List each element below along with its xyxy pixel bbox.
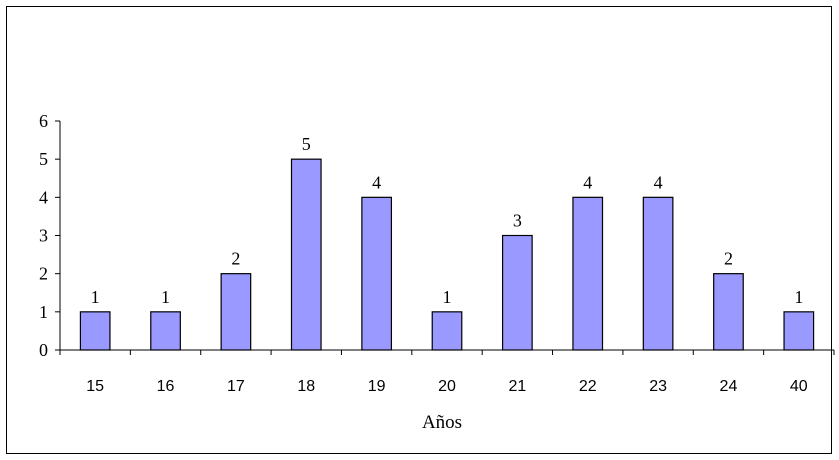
x-tick-label: 23 <box>649 378 667 395</box>
bar-data-label: 3 <box>513 211 522 231</box>
x-tick-label: 21 <box>508 378 526 395</box>
y-tick-label: 2 <box>39 264 48 284</box>
bar <box>572 196 604 351</box>
y-tick-label: 0 <box>39 340 48 360</box>
bar <box>713 273 744 351</box>
bar-data-label: 1 <box>161 287 170 307</box>
bar-data-label: 1 <box>443 287 452 307</box>
x-tick-label: 17 <box>227 378 245 395</box>
x-tick-label: 16 <box>157 378 175 395</box>
bar <box>150 311 181 351</box>
bars <box>79 158 815 351</box>
y-axis: 0 1 2 3 4 5 6 <box>39 111 61 360</box>
y-tick-label: 6 <box>39 111 48 131</box>
y-tick-label: 3 <box>39 226 48 246</box>
bar <box>642 196 674 351</box>
bar-data-label: 4 <box>372 172 381 192</box>
bar <box>501 234 533 351</box>
chart-frame <box>6 6 832 454</box>
x-tick-label: 22 <box>579 378 597 395</box>
bar <box>290 158 322 351</box>
x-axis: 15 16 17 18 19 20 21 22 23 24 40 <box>59 349 835 395</box>
x-tick-label: 19 <box>368 378 386 395</box>
bar <box>431 311 463 351</box>
x-tick-label: 24 <box>720 378 738 395</box>
x-tick-label: 15 <box>86 378 104 395</box>
x-axis-title: Años <box>422 412 462 433</box>
x-tick-label: 18 <box>297 378 315 395</box>
bar-data-label: 2 <box>724 249 733 269</box>
bar-data-label: 4 <box>654 172 663 192</box>
bar-data-label: 4 <box>583 172 592 192</box>
bar-data-label: 5 <box>302 134 311 154</box>
bar <box>220 273 252 351</box>
x-tick-label: 20 <box>438 378 456 395</box>
bar-data-label: 2 <box>231 249 240 269</box>
y-tick-label: 4 <box>39 187 48 207</box>
y-tick-label: 1 <box>39 302 48 322</box>
data-labels: 1 1 2 5 4 1 3 4 4 2 1 <box>91 134 804 307</box>
bar-data-label: 1 <box>794 287 803 307</box>
x-tick-label: 40 <box>790 378 808 395</box>
bar <box>361 196 393 351</box>
y-tick-label: 5 <box>39 149 48 169</box>
bar <box>783 311 815 351</box>
bar-data-label: 1 <box>91 287 100 307</box>
bar <box>79 311 111 351</box>
